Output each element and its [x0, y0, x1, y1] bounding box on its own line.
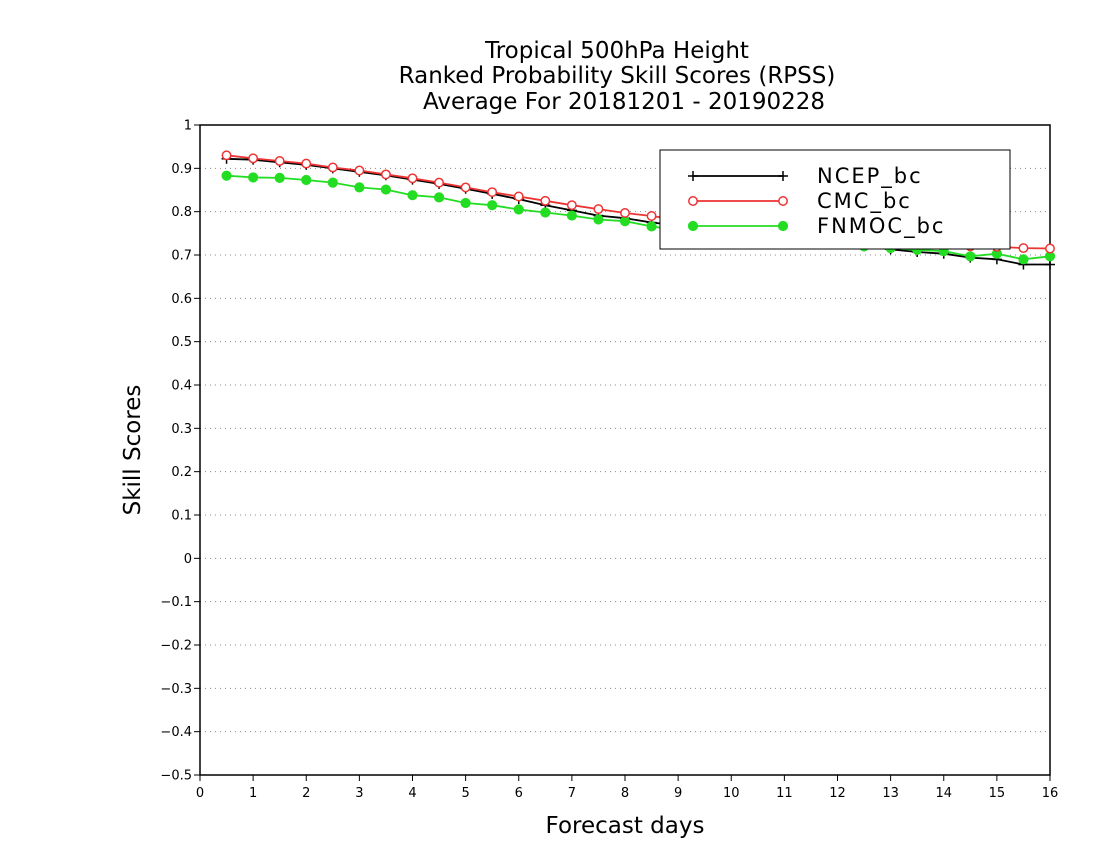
fnmoc-bc-point	[274, 172, 285, 183]
cmc-bc-point	[513, 191, 524, 202]
fnmoc-bc-point	[687, 220, 699, 232]
y-tick-label: −0.1	[160, 595, 192, 610]
legend-item-ncep-bc: NCEP_bc	[688, 164, 923, 189]
cmc-bc-point	[248, 153, 259, 164]
x-tick-label: 8	[621, 786, 629, 801]
fnmoc-bc-point	[1018, 254, 1029, 265]
x-tick-label: 5	[461, 786, 469, 801]
cmc-bc-point	[327, 162, 338, 173]
legend-item-fnmoc-bc: FNMOC_bc	[687, 214, 945, 239]
fnmoc-bc-point	[619, 216, 631, 227]
x-tick-label: 2	[302, 786, 310, 801]
x-tick-label: 15	[989, 786, 1006, 801]
fnmoc-bc-point	[777, 220, 789, 232]
x-tick-label: 0	[196, 786, 204, 801]
fnmoc-bc-point	[327, 177, 338, 188]
cmc-bc-point	[221, 150, 232, 161]
x-tick-label: 3	[355, 786, 363, 801]
title-line-2: Ranked Probability Skill Scores (RPSS)	[399, 63, 836, 89]
y-tick-label: 0	[184, 552, 192, 567]
fnmoc-bc-point	[487, 200, 498, 211]
fnmoc-bc-point	[433, 192, 445, 203]
y-tick-label: −0.3	[160, 682, 192, 697]
x-tick-label: 7	[568, 786, 576, 801]
y-tick-label: 0.9	[171, 162, 192, 177]
cmc-bc-point	[1045, 243, 1055, 254]
cmc-bc-point	[1018, 243, 1029, 254]
x-tick-label: 13	[882, 786, 899, 801]
legend-label: CMC_bc	[817, 189, 912, 214]
cmc-bc-point	[434, 177, 445, 188]
ncep-bc-point	[778, 171, 788, 181]
fnmoc-bc-point	[540, 207, 551, 218]
ncep-bc-point	[688, 171, 698, 181]
y-tick-label: −0.5	[160, 769, 192, 784]
y-tick-label: −0.2	[160, 639, 192, 654]
fnmoc-bc-point	[965, 251, 976, 262]
title-line-3: Average For 20181201 - 20190228	[423, 89, 825, 115]
x-tick-label: 6	[515, 786, 523, 801]
fnmoc-bc-point	[513, 204, 524, 215]
y-tick-label: 0.8	[171, 205, 192, 220]
fnmoc-bc-point	[407, 190, 418, 201]
x-tick-label: 14	[935, 786, 952, 801]
fnmoc-bc-point	[221, 170, 232, 181]
fnmoc-bc-point	[593, 214, 604, 225]
cmc-bc-point	[487, 187, 498, 198]
cmc-bc-point	[540, 195, 551, 206]
y-tick-label: −0.4	[160, 725, 192, 740]
y-tick-label: 0.5	[171, 335, 192, 350]
x-tick-label: 11	[776, 786, 793, 801]
cmc-bc-point	[407, 173, 418, 184]
cmc-bc-point	[354, 165, 365, 176]
cmc-bc-point	[620, 208, 630, 218]
x-axis-label: Forecast days	[546, 813, 705, 839]
legend-label: NCEP_bc	[817, 164, 923, 189]
x-tick-label: 12	[829, 786, 846, 801]
y-tick-label: 0.3	[171, 422, 192, 437]
y-tick-label: 0.4	[171, 379, 192, 394]
cmc-bc-point	[380, 169, 391, 180]
legend-item-cmc-bc: CMC_bc	[688, 189, 912, 214]
fnmoc-bc-point	[460, 197, 471, 209]
legend-label: FNMOC_bc	[817, 214, 945, 239]
fnmoc-bc-point	[380, 184, 392, 195]
cmc-bc-point	[566, 200, 577, 211]
cmc-bc-point	[646, 211, 657, 221]
cmc-bc-point	[778, 196, 788, 206]
y-tick-label: 0.7	[171, 249, 192, 264]
chart-title: Tropical 500hPa Height Ranked Probabilit…	[399, 38, 836, 115]
x-tick-label: 10	[723, 786, 740, 801]
x-tick-label: 16	[1042, 786, 1059, 801]
title-line-1: Tropical 500hPa Height	[484, 38, 749, 64]
cmc-bc-point	[593, 204, 604, 215]
axis-ticks: −0.5 −0.4 −0.3 −0.2 −0.1 0 0.1 0.2 0.3 0.4 0.5 0.6 0…	[160, 119, 1058, 802]
y-tick-label: 0.2	[171, 465, 192, 480]
fnmoc-bc-point	[354, 182, 365, 193]
y-tick-label: 0.6	[171, 292, 192, 307]
x-tick-label: 4	[408, 786, 416, 801]
cmc-bc-point	[274, 156, 285, 166]
x-tick-label: 1	[249, 786, 257, 801]
y-tick-label: 1	[184, 119, 192, 134]
fnmoc-bc-point	[248, 172, 259, 183]
fnmoc-bc-point	[566, 210, 577, 221]
fnmoc-bc-point	[646, 221, 657, 232]
cmc-bc-point	[301, 158, 312, 169]
x-tick-label: 9	[674, 786, 682, 801]
y-tick-label: 0.1	[171, 509, 192, 524]
cmc-bc-point	[688, 196, 698, 206]
y-axis-label: Skill Scores	[120, 385, 146, 516]
cmc-bc-point	[460, 182, 471, 193]
legend-box	[659, 149, 1011, 250]
fnmoc-bc-point	[301, 174, 312, 186]
